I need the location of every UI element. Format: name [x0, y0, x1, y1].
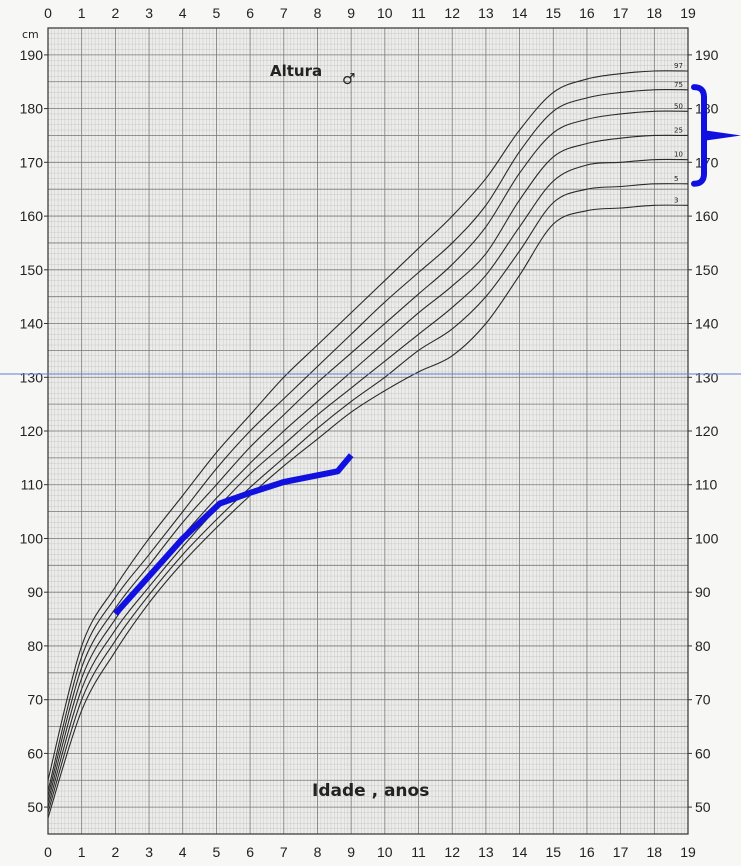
percentile-label-25: 25	[674, 127, 683, 135]
x-tick-label-bottom: 12	[444, 844, 460, 860]
x-axis-label: Idade , anos	[312, 781, 429, 801]
x-tick-label-top: 4	[179, 5, 187, 21]
x-tick-label-bottom: 10	[377, 844, 393, 860]
x-tick-label-top: 17	[613, 5, 629, 21]
x-tick-label-bottom: 17	[613, 844, 629, 860]
x-tick-label-top: 1	[78, 5, 86, 21]
x-tick-label-bottom: 13	[478, 844, 494, 860]
y-tick-label-left: 120	[20, 423, 44, 439]
percentile-curve-10	[47, 158, 689, 808]
x-tick-label-top: 10	[377, 5, 393, 21]
y-tick-label-left: 80	[27, 638, 43, 654]
percentile-label-10: 10	[674, 151, 683, 159]
y-tick-label-left: 50	[27, 799, 43, 815]
percentile-label-5: 5	[674, 175, 678, 183]
y-tick-label-left: 160	[20, 208, 44, 224]
x-tick-label-top: 2	[112, 5, 120, 21]
y-tick-label-left: 90	[27, 584, 43, 600]
x-tick-label-top: 13	[478, 5, 494, 21]
y-tick-label-left: 60	[27, 745, 43, 761]
x-tick-label-bottom: 4	[179, 844, 187, 860]
y-tick-label-left: 100	[20, 531, 44, 547]
percentile-curve-50	[47, 110, 689, 797]
x-tick-label-bottom: 16	[579, 844, 595, 860]
x-tick-label-bottom: 11	[411, 844, 426, 860]
percentile-curve-3	[47, 204, 689, 819]
top-axis-ticks: 0 1 2 3 4 5 6 7 8 9 10 11 12 13 14 15 16 17 18 19	[44, 5, 696, 21]
y-tick-label-right: 140	[695, 316, 719, 332]
x-tick-label-top: 18	[647, 5, 663, 21]
x-tick-label-top: 8	[314, 5, 322, 21]
x-tick-label-top: 9	[347, 5, 355, 21]
percentile-label-75: 75	[674, 81, 683, 89]
patient-layer	[113, 453, 354, 616]
left-axis-ticks: 50 60 70 80 90 100 110 120 130 140 150 160 170 180 190	[20, 47, 48, 815]
y-tick-label-left: 150	[20, 262, 44, 278]
x-tick-label-bottom: 6	[246, 844, 254, 860]
y-tick-label-left: 140	[20, 316, 44, 332]
x-tick-label-top: 3	[145, 5, 153, 21]
y-tick-label-left: 70	[27, 692, 43, 708]
x-tick-label-bottom: 8	[314, 844, 322, 860]
y-tick-label-right: 70	[695, 692, 711, 708]
target-range-bracket	[691, 84, 707, 187]
percentile-curve-97	[47, 70, 689, 781]
y-tick-label-left: 170	[20, 154, 44, 170]
y-tick-label-right: 160	[695, 208, 719, 224]
x-tick-label-top: 7	[280, 5, 288, 21]
y-tick-label-right: 190	[695, 47, 719, 63]
x-tick-label-top: 15	[546, 5, 562, 21]
y-tick-label-right: 150	[695, 262, 719, 278]
y-axis-unit-label: cm	[22, 28, 39, 41]
x-tick-label-bottom: 15	[546, 844, 562, 860]
x-tick-label-top: 0	[44, 5, 52, 21]
y-tick-label-right: 50	[695, 799, 711, 815]
x-tick-label-bottom: 19	[680, 844, 696, 860]
x-tick-label-bottom: 14	[512, 844, 528, 860]
percentile-curve-5	[47, 183, 689, 813]
percentile-label-3: 3	[674, 196, 678, 204]
target-range-pointer	[706, 130, 741, 141]
percentile-curve-75	[47, 89, 689, 792]
x-tick-label-bottom: 3	[145, 844, 153, 860]
bottom-axis-ticks: 0 1 2 3 4 5 6 7 8 9 10 11 12 13 14 15 16 17 18 19	[44, 844, 696, 860]
x-tick-label-bottom: 18	[647, 844, 663, 860]
percentile-label-50: 50	[674, 102, 683, 110]
x-tick-label-bottom: 0	[44, 844, 52, 860]
patient-height-line	[113, 453, 354, 616]
x-tick-label-bottom: 9	[347, 844, 355, 860]
x-tick-label-bottom: 7	[280, 844, 288, 860]
y-tick-label-right: 90	[695, 584, 711, 600]
y-tick-label-left: 180	[20, 101, 44, 117]
x-tick-label-bottom: 1	[78, 844, 86, 860]
y-tick-label-right: 130	[695, 369, 719, 385]
y-tick-label-right: 100	[695, 531, 719, 547]
x-tick-label-bottom: 2	[112, 844, 120, 860]
x-tick-label-top: 12	[444, 5, 460, 21]
x-tick-label-top: 19	[680, 5, 696, 21]
y-tick-label-right: 60	[695, 745, 711, 761]
male-symbol-icon: ♂	[342, 70, 355, 88]
percentile-label-97: 97	[674, 62, 683, 70]
x-tick-label-bottom: 5	[213, 844, 221, 860]
y-tick-label-right: 80	[695, 638, 711, 654]
x-tick-label-top: 6	[246, 5, 254, 21]
target-height-range	[691, 84, 741, 187]
y-tick-label-left: 130	[20, 369, 44, 385]
chart-title: Altura	[270, 62, 322, 80]
y-tick-label-right: 110	[695, 477, 718, 493]
x-tick-label-top: 14	[512, 5, 528, 21]
x-tick-label-top: 5	[213, 5, 221, 21]
x-tick-label-top: 16	[579, 5, 595, 21]
y-tick-label-left: 190	[20, 47, 44, 63]
y-tick-label-right: 120	[695, 423, 719, 439]
y-tick-label-left: 110	[21, 477, 44, 493]
x-tick-label-top: 11	[411, 5, 426, 21]
